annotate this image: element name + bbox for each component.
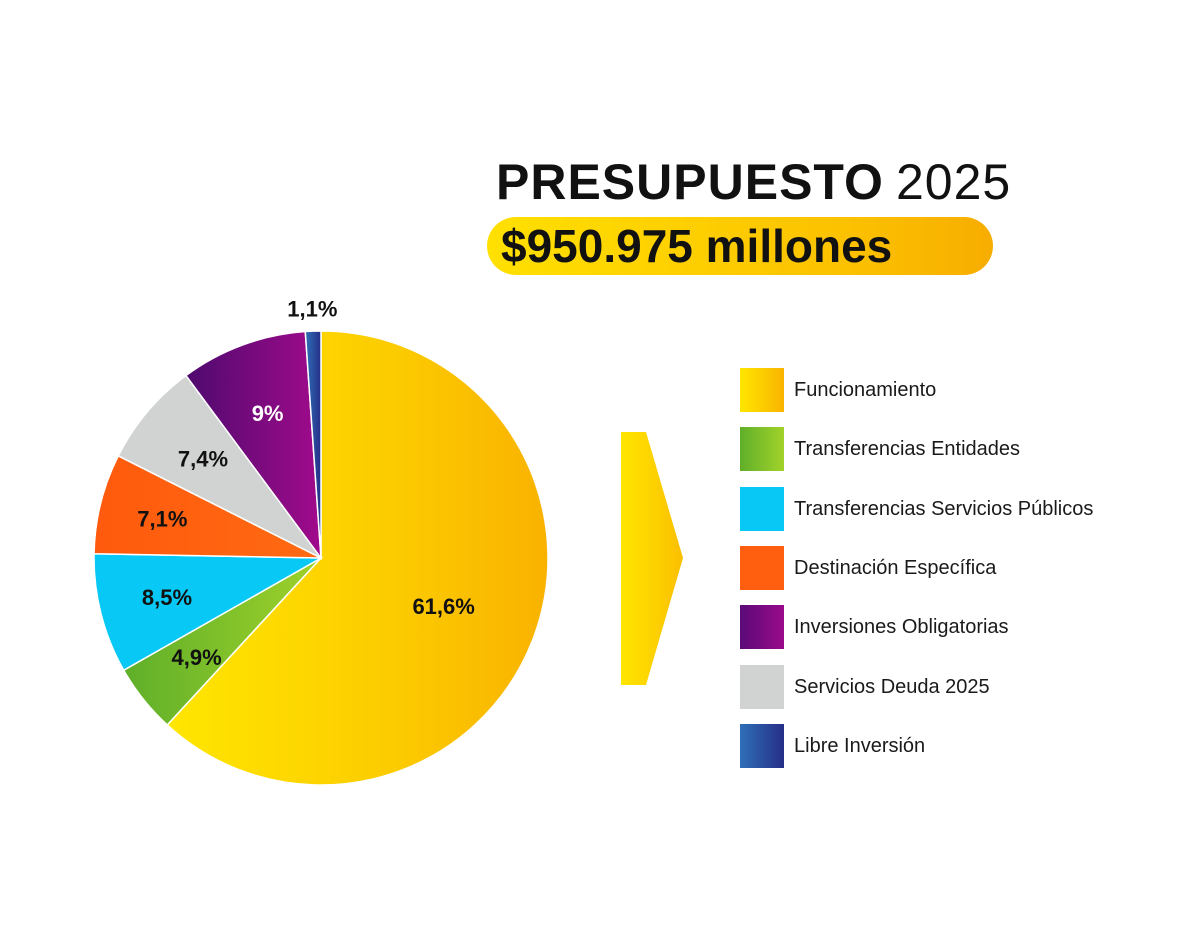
legend-label: Servicios Deuda 2025 — [794, 675, 990, 698]
legend-swatch — [740, 368, 784, 412]
arrow-pointer-icon — [621, 432, 683, 685]
legend-swatch — [740, 605, 784, 650]
data-label-destinacion-especifica: 7,1% — [137, 507, 187, 532]
data-label-inversiones-obligatorias: 9% — [252, 401, 284, 426]
legend-item-transferencias-entidades: Transferencias Entidades — [740, 427, 1160, 472]
legend-item-destinacion-especifica: Destinación Específica — [740, 545, 1160, 590]
legend-item-funcionamiento: Funcionamiento — [740, 368, 1160, 412]
legend-item-libre-inversion: Libre Inversión — [740, 723, 1160, 768]
legend-item-servicios-deuda-2025: Servicios Deuda 2025 — [740, 664, 1160, 709]
page-title: PRESUPUESTO 2025 — [496, 152, 1011, 212]
pie-slice-transferencias-servicios-publicos — [93, 552, 324, 672]
data-label-servicios-deuda-2025: 7,4% — [178, 447, 228, 472]
pie-slice-servicios-deuda-2025 — [117, 374, 322, 559]
legend-item-inversiones-obligatorias: Inversiones Obligatorias — [740, 605, 1160, 650]
legend-label: Transferencias Servicios Públicos — [794, 497, 1094, 520]
legend-label: Funcionamiento — [794, 379, 937, 401]
legend-swatch — [740, 486, 784, 531]
legend-swatch — [740, 427, 784, 472]
pie-slice-destinacion-especifica — [93, 454, 322, 559]
data-label-transferencias-entidades: 4,9% — [172, 645, 222, 670]
legend-swatch — [740, 664, 784, 709]
pie-slice-inversiones-obligatorias — [184, 330, 322, 561]
pie-data-labels: 61,6% 4,9% 8,5% 7,1% 7,4% 9% 1,1% — [137, 296, 475, 669]
data-label-libre-inversion: 1,1% — [287, 296, 337, 321]
pie-slice-funcionamiento — [166, 330, 549, 786]
budget-amount-badge: $950.975 millones — [487, 217, 993, 275]
pie-slice-libre-inversion — [304, 330, 322, 559]
legend-label: Libre Inversión — [794, 734, 926, 757]
legend-label: Transferencias Entidades — [794, 438, 1021, 461]
data-label-funcionamiento: 61,6% — [412, 594, 474, 619]
legend-item-transferencias-servicios-publicos: Transferencias Servicios Públicos — [740, 486, 1160, 531]
legend-label: Destinación Específica — [794, 556, 997, 579]
legend-swatch — [740, 723, 784, 768]
legend-swatch — [740, 545, 784, 590]
title-year: 2025 — [895, 154, 1012, 210]
data-label-transferencias-servicios-publicos: 8,5% — [142, 585, 192, 610]
pie-slices — [93, 330, 549, 786]
title-main: PRESUPUESTO — [496, 154, 884, 210]
legend-label: Inversiones Obligatorias — [794, 616, 1009, 639]
